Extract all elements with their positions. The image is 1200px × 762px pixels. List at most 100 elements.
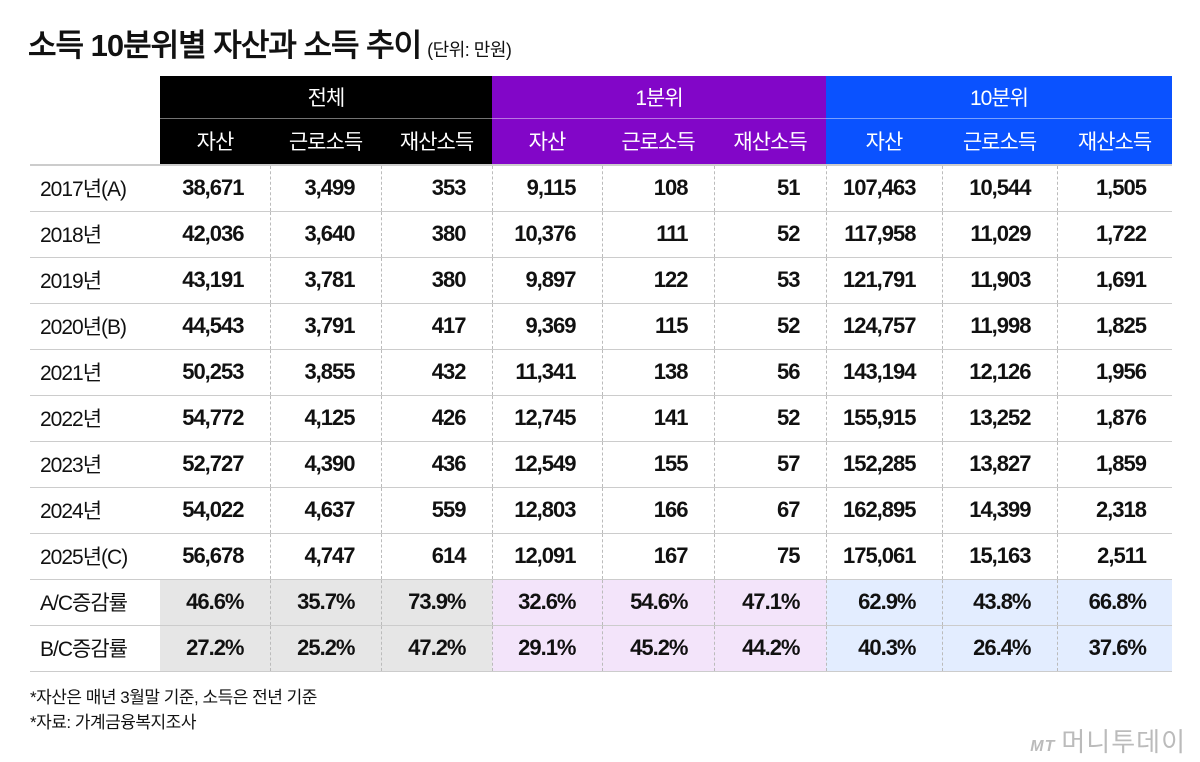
table-row: 2018년 42,036 3,640 380 10,376 111 52 117,958 11,…: [30, 210, 1172, 257]
table-cell: 162,895: [825, 486, 942, 533]
table-cell: 9,897: [491, 256, 602, 303]
table-cell: 3,855: [269, 348, 381, 395]
table-cell: 27.2%: [160, 624, 270, 672]
table-cell: 12,549: [491, 440, 602, 487]
table-cell: 73.9%: [380, 578, 492, 625]
table-cell: 12,745: [491, 394, 602, 441]
table-cell: 380: [380, 256, 492, 303]
table-cell: 66.8%: [1056, 578, 1172, 625]
table-cell: 107,463: [825, 164, 942, 211]
row-label: 2018년: [30, 210, 160, 257]
subcolumn-header: 근로소득: [942, 118, 1057, 165]
table-cell: 75: [713, 532, 826, 579]
table-cell: 124,757: [825, 302, 942, 349]
table-row: 2025년(C) 56,678 4,747 614 12,091 167 75 175,061…: [30, 532, 1172, 579]
table-cell: 117,958: [825, 210, 942, 257]
subcolumn-header: 자산: [160, 118, 270, 165]
table-cell: 51: [713, 164, 826, 211]
table-row: A/C증감률 46.6% 35.7% 73.9% 32.6% 54.6% 47.1% 62.9…: [30, 578, 1172, 625]
row-label: 2022년: [30, 394, 160, 441]
table-cell: 1,825: [1056, 302, 1172, 349]
table-cell: 143,194: [825, 348, 942, 395]
logo: MT 머니투데이: [1030, 722, 1186, 759]
table-cell: 52: [713, 302, 826, 349]
chart-title: 소득 10분위별 자산과 소득 추이 (단위: 만원): [28, 20, 512, 65]
table-cell: 175,061: [825, 532, 942, 579]
footnote-source: *자료: 가계금융복지조사: [30, 713, 196, 732]
table-cell: 62.9%: [825, 578, 942, 625]
table-cell: 52: [713, 394, 826, 441]
table-cell: 42,036: [160, 210, 270, 257]
footnotes: *자산은 매년 3월말 기준, 소득은 전년 기준 *자료: 가계금융복지조사: [30, 685, 317, 735]
table-cell: 111: [601, 210, 714, 257]
subcolumn-header: 근로소득: [270, 118, 381, 165]
table-cell: 40.3%: [825, 624, 942, 672]
footnote-basis: *자산은 매년 3월말 기준, 소득은 전년 기준: [30, 688, 317, 707]
table-cell: 1,505: [1056, 164, 1172, 211]
table-cell: 50,253: [160, 348, 270, 395]
table-cell: 2,318: [1056, 486, 1172, 533]
row-label: A/C증감률: [30, 578, 160, 625]
subcolumn-header: 재산소득: [381, 118, 492, 165]
group-header: 10분위: [826, 76, 1172, 119]
table-cell: 52: [713, 210, 826, 257]
row-label: B/C증감률: [30, 624, 160, 672]
table-cell: 15,163: [941, 532, 1057, 579]
table-cell: 45.2%: [601, 624, 714, 672]
table-cell: 26.4%: [941, 624, 1057, 672]
table-cell: 1,691: [1056, 256, 1172, 303]
table-cell: 614: [380, 532, 492, 579]
table-cell: 1,859: [1056, 440, 1172, 487]
table-cell: 9,115: [491, 164, 602, 211]
table-cell: 432: [380, 348, 492, 395]
table-cell: 559: [380, 486, 492, 533]
table-cell: 43.8%: [941, 578, 1057, 625]
title-text: 소득 10분위별 자산과 소득 추이: [28, 28, 422, 63]
table-cell: 10,544: [941, 164, 1057, 211]
table-cell: 2,511: [1056, 532, 1172, 579]
table-cell: 12,803: [491, 486, 602, 533]
table-row: 2020년(B) 44,543 3,791 417 9,369 115 52 124,757 1…: [30, 302, 1172, 349]
table-row: 2021년 50,253 3,855 432 11,341 138 56 143,194 12,…: [30, 348, 1172, 395]
table-cell: 155,915: [825, 394, 942, 441]
row-label: 2025년(C): [30, 532, 160, 579]
unit-label: (단위: 만원): [427, 40, 512, 60]
table-cell: 1,956: [1056, 348, 1172, 395]
table-cell: 1,722: [1056, 210, 1172, 257]
table-cell: 44.2%: [713, 624, 826, 672]
data-table: 전체 1분위 10분위 자산 근로소득 재산소득 자산 근로소득 재산소득 자산 근로소득 재산소득 …: [30, 76, 1172, 672]
table-cell: 9,369: [491, 302, 602, 349]
table-cell: 12,091: [491, 532, 602, 579]
table-cell: 121,791: [825, 256, 942, 303]
table-cell: 426: [380, 394, 492, 441]
row-label: 2024년: [30, 486, 160, 533]
table-cell: 11,341: [491, 348, 602, 395]
table-cell: 11,903: [941, 256, 1057, 303]
table-row: 2019년 43,191 3,781 380 9,897 122 53 121,791 11,9…: [30, 256, 1172, 303]
table-cell: 43,191: [160, 256, 270, 303]
table-row: 2023년 52,727 4,390 436 12,549 155 57 152,285 13,…: [30, 440, 1172, 487]
table-cell: 138: [601, 348, 714, 395]
table-cell: 152,285: [825, 440, 942, 487]
table-row: B/C증감률 27.2% 25.2% 47.2% 29.1% 45.2% 44.2% 40.3…: [30, 624, 1172, 672]
row-label: 2017년(A): [30, 164, 160, 211]
table-cell: 13,252: [941, 394, 1057, 441]
table-cell: 29.1%: [491, 624, 602, 672]
table-cell: 46.6%: [160, 578, 270, 625]
subcolumn-header: 자산: [492, 118, 602, 165]
table-cell: 13,827: [941, 440, 1057, 487]
table-cell: 54.6%: [601, 578, 714, 625]
table-cell: 115: [601, 302, 714, 349]
row-label: 2019년: [30, 256, 160, 303]
table-cell: 108: [601, 164, 714, 211]
table-cell: 35.7%: [269, 578, 381, 625]
table-cell: 4,747: [269, 532, 381, 579]
table-cell: 38,671: [160, 164, 270, 211]
group-header: 1분위: [492, 76, 826, 119]
table-cell: 122: [601, 256, 714, 303]
row-label: 2020년(B): [30, 302, 160, 349]
table-cell: 32.6%: [491, 578, 602, 625]
table-cell: 4,390: [269, 440, 381, 487]
table-cell: 47.2%: [380, 624, 492, 672]
table-cell: 11,998: [941, 302, 1057, 349]
